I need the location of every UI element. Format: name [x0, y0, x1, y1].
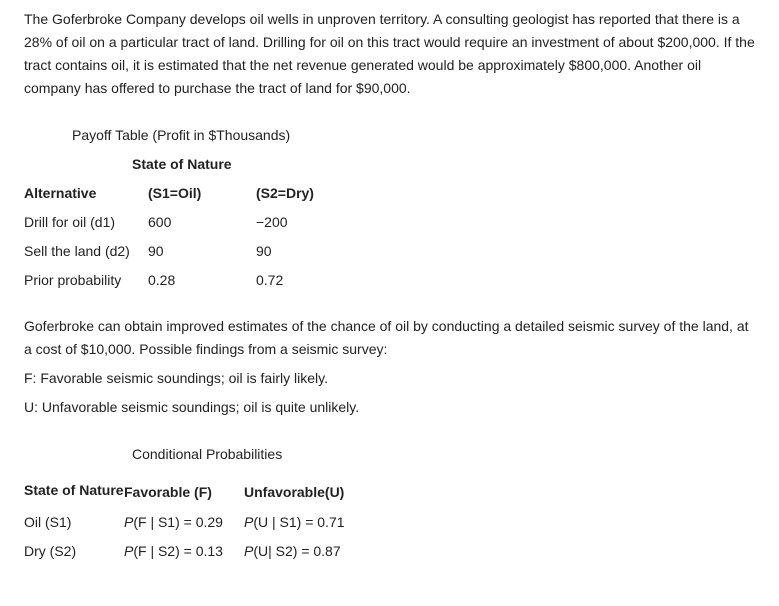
cell: 600 [148, 208, 256, 237]
row-state: Oil (S1) [24, 508, 124, 537]
cell: P(F | S2) = 0.13 [124, 537, 244, 566]
mid-paragraph-3: U: Unfavorable seismic soundings; oil is… [24, 396, 755, 419]
row-label: Sell the land (d2) [24, 237, 148, 266]
table-row: Oil (S1) P(F | S1) = 0.29 P(U | S1) = 0.… [24, 508, 374, 537]
cell: P(U| S2) = 0.87 [244, 537, 374, 566]
conditional-table: State of Nature Favorable (F) Unfavorabl… [24, 478, 374, 565]
table-row: Drill for oil (d1) 600 −200 [24, 208, 356, 237]
table-row: Prior probability 0.28 0.72 [24, 266, 356, 295]
row-state: Dry (S2) [24, 537, 124, 566]
row-label: Drill for oil (d1) [24, 208, 148, 237]
col-unfavorable: Unfavorable(U) [244, 478, 374, 507]
cell: 0.72 [256, 266, 356, 295]
col-s1: (S1=Oil) [148, 179, 256, 208]
table-header-row: State of Nature Favorable (F) Unfavorabl… [24, 478, 374, 507]
col-state: State of Nature [24, 478, 124, 507]
col-s2: (S2=Dry) [256, 179, 356, 208]
table-row: Dry (S2) P(F | S2) = 0.13 P(U| S2) = 0.8… [24, 537, 374, 566]
col-favorable: Favorable (F) [124, 478, 244, 507]
mid-paragraph-2: F: Favorable seismic soundings; oil is f… [24, 367, 755, 390]
cell: −200 [256, 208, 356, 237]
payoff-caption: Payoff Table (Profit in $Thousands) [72, 124, 755, 147]
cell: P(F | S1) = 0.29 [124, 508, 244, 537]
cell: 90 [256, 237, 356, 266]
payoff-state-header: State of Nature [132, 153, 755, 176]
intro-paragraph: The Goferbroke Company develops oil well… [24, 8, 755, 100]
col-alternative: Alternative [24, 179, 148, 208]
cell: P(U | S1) = 0.71 [244, 508, 374, 537]
payoff-table: Alternative (S1=Oil) (S2=Dry) Drill for … [24, 179, 356, 295]
table-header-row: Alternative (S1=Oil) (S2=Dry) [24, 179, 356, 208]
cell: 90 [148, 237, 256, 266]
table-row: Sell the land (d2) 90 90 [24, 237, 356, 266]
cond-caption: Conditional Probabilities [132, 443, 755, 466]
row-label: Prior probability [24, 266, 148, 295]
mid-paragraph-1: Goferbroke can obtain improved estimates… [24, 315, 755, 361]
cell: 0.28 [148, 266, 256, 295]
